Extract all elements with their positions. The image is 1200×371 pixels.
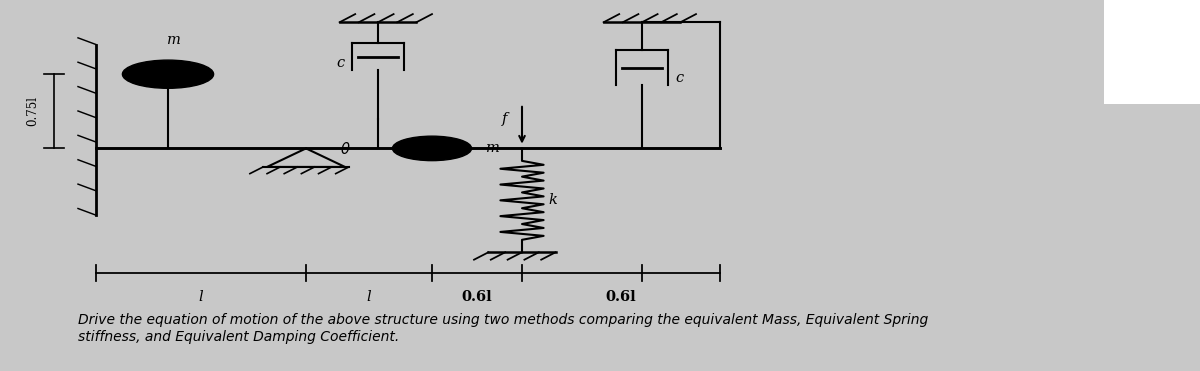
Text: $\theta$: $\theta$ bbox=[340, 141, 350, 157]
Text: 0.6l: 0.6l bbox=[606, 290, 636, 305]
Text: c: c bbox=[676, 71, 684, 85]
Circle shape bbox=[122, 60, 214, 88]
Bar bbox=[1104, 0, 1200, 104]
Text: m: m bbox=[486, 141, 500, 155]
Text: c: c bbox=[336, 56, 344, 70]
Text: l: l bbox=[199, 290, 203, 305]
Text: l: l bbox=[367, 290, 371, 305]
Text: k: k bbox=[548, 193, 557, 207]
Text: Drive the equation of motion of the above structure using two methods comparing : Drive the equation of motion of the abov… bbox=[78, 313, 929, 344]
Text: 0.75l: 0.75l bbox=[26, 96, 38, 126]
Text: m: m bbox=[167, 33, 181, 47]
Text: 0.6l: 0.6l bbox=[462, 290, 492, 305]
Circle shape bbox=[392, 136, 472, 161]
Text: f: f bbox=[503, 112, 508, 126]
